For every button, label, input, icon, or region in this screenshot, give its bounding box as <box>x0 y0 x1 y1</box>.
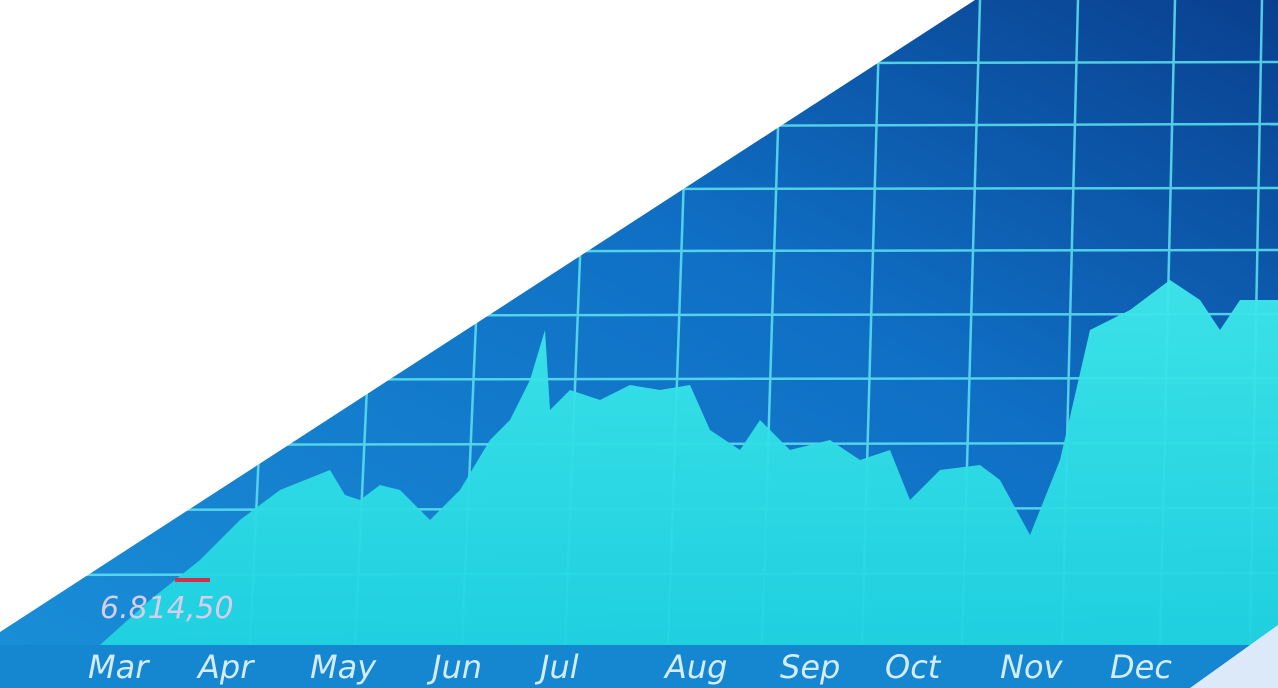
month-label: May <box>310 648 377 686</box>
month-label: Mar <box>88 648 150 686</box>
corner-overlay <box>1190 625 1278 688</box>
area-curve <box>100 280 1278 645</box>
month-label: Sep <box>780 648 840 686</box>
month-label: Apr <box>196 648 255 686</box>
axis-band <box>0 645 1278 688</box>
month-label: Aug <box>663 648 727 686</box>
month-labels: Mar Apr May Jun Jul Aug Sep Oct Nov Dec <box>88 648 1172 686</box>
month-label: Oct <box>885 648 942 686</box>
month-label: Nov <box>1000 648 1064 686</box>
month-label: Jul <box>534 648 579 686</box>
price-label: 6.814,50 <box>100 591 234 626</box>
month-label: Dec <box>1110 648 1172 686</box>
white-overlay <box>0 0 975 632</box>
month-label: Jun <box>426 648 482 686</box>
